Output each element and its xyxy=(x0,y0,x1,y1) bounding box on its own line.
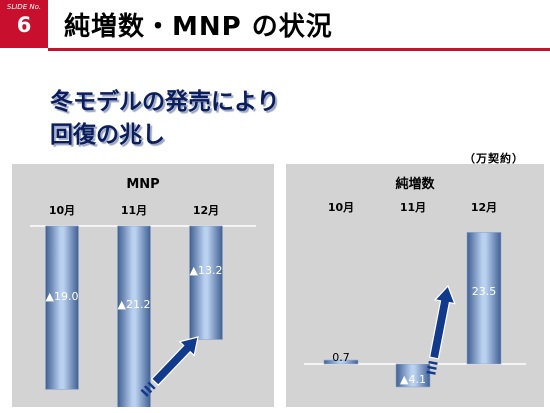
subtitle: 冬モデルの発売により 回復の兆し xyxy=(50,86,280,152)
data-label: 0.7 xyxy=(332,351,350,364)
trend-arrow xyxy=(426,284,456,375)
category-label: 11月 xyxy=(121,204,147,217)
subtitle-line-2: 回復の兆し xyxy=(50,122,165,148)
unit-note: （万契約） xyxy=(464,152,524,165)
trend-arrow xyxy=(140,336,199,397)
net-additions-chart: 純増数 10月 0.7 11月 ▲4.1 12月 23.5 xyxy=(286,164,544,407)
bar xyxy=(323,359,359,365)
page-title: 純増数・MNP の状況 xyxy=(64,12,333,42)
data-label: ▲19.0 xyxy=(46,290,79,303)
category-label: 10月 xyxy=(328,201,354,214)
data-label: ▲21.2 xyxy=(118,298,151,311)
bar xyxy=(466,232,502,365)
net-additions-chart-panel: 純増数 10月 0.7 11月 ▲4.1 12月 23.5 xyxy=(286,164,544,407)
slide-number-label: SLIDE No. xyxy=(6,3,42,11)
title-divider xyxy=(48,48,550,51)
bar xyxy=(117,225,151,407)
category-label: 11月 xyxy=(400,201,426,214)
mnp-chart: MNP 10月 ▲19.0 11月 ▲21.2 12月 ▲13.2 xyxy=(12,164,274,407)
subtitle-line-1: 冬モデルの発売により xyxy=(50,89,280,115)
category-label: 10月 xyxy=(49,204,75,217)
slide-number-badge: SLIDE No. 6 xyxy=(0,0,48,48)
category-label: 12月 xyxy=(193,204,219,217)
bar xyxy=(45,225,79,390)
chart-title: MNP xyxy=(126,177,159,192)
bar xyxy=(395,363,431,388)
bar xyxy=(189,225,223,340)
data-label: ▲4.1 xyxy=(400,373,426,386)
data-label: 23.5 xyxy=(472,285,497,298)
mnp-chart-panel: MNP 10月 ▲19.0 11月 ▲21.2 12月 ▲13.2 xyxy=(12,164,274,407)
category-label: 12月 xyxy=(471,201,497,214)
chart-title: 純増数 xyxy=(395,176,435,192)
data-label: ▲13.2 xyxy=(190,264,223,277)
slide-number: 6 xyxy=(16,13,32,37)
